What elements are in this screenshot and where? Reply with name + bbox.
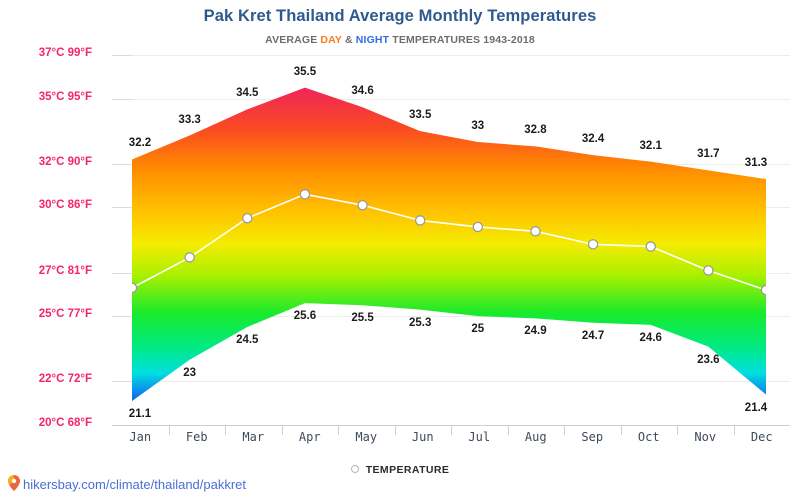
y-tick-label-1: 35°C 95°F [0, 91, 92, 103]
source-link-text: hikersbay.com/climate/thailand/pakkret [23, 477, 246, 492]
legend-item-label: TEMPERATURE [366, 464, 450, 476]
x-tick-label-mar: Mar [225, 430, 281, 444]
night-value-label-jun: 25.3 [409, 317, 431, 329]
x-tick-label-feb: Feb [169, 430, 225, 444]
night-value-label-mar: 24.5 [236, 334, 258, 346]
y-tick-label-2: 32°C 90°F [0, 156, 92, 168]
night-value-label-nov: 23.6 [697, 354, 719, 366]
night-value-label-sep: 24.7 [582, 330, 604, 342]
y-tick-label-7: 20°C 68°F [0, 417, 92, 429]
x-tick-label-jan: Jan [112, 430, 168, 444]
y-tick-mark [112, 207, 132, 208]
plot-area [132, 55, 766, 425]
chart-svg [132, 55, 766, 425]
data-point-marker[interactable] [416, 216, 425, 225]
day-value-label-may: 34.6 [351, 85, 373, 97]
x-tick-separator [395, 425, 396, 435]
day-value-label-jan: 32.2 [129, 137, 151, 149]
x-tick-label-sep: Sep [564, 430, 620, 444]
y-tick-label-0: 37°C 99°F [0, 47, 92, 59]
x-tick-label-aug: Aug [508, 430, 564, 444]
data-point-marker[interactable] [473, 222, 482, 231]
subtitle-night-accent: NIGHT [356, 34, 389, 46]
night-value-label-apr: 25.6 [294, 310, 316, 322]
y-tick-mark [112, 381, 132, 382]
x-tick-separator [169, 425, 170, 435]
data-point-marker[interactable] [646, 242, 655, 251]
night-value-label-feb: 23 [183, 367, 196, 379]
day-value-label-jul: 33 [471, 120, 484, 132]
y-tick-mark [112, 99, 132, 100]
data-point-marker[interactable] [588, 240, 597, 249]
x-tick-label-oct: Oct [621, 430, 677, 444]
day-value-label-jun: 33.5 [409, 109, 431, 121]
chart-subtitle: AVERAGE DAY & NIGHT TEMPERATURES 1943-20… [0, 34, 800, 46]
x-tick-label-dec: Dec [734, 430, 790, 444]
data-point-marker[interactable] [358, 201, 367, 210]
y-tick-label-4: 27°C 81°F [0, 265, 92, 277]
x-tick-separator [621, 425, 622, 435]
y-tick-mark [112, 164, 132, 165]
data-point-marker[interactable] [761, 285, 766, 294]
subtitle-prefix: AVERAGE [265, 34, 320, 46]
x-tick-label-may: May [338, 430, 394, 444]
subtitle-day-accent: DAY [320, 34, 341, 46]
x-tick-separator [338, 425, 339, 435]
x-tick-label-jun: Jun [395, 430, 451, 444]
y-tick-mark [112, 55, 132, 56]
day-value-label-mar: 34.5 [236, 87, 258, 99]
x-tick-separator [225, 425, 226, 435]
night-value-label-jan: 21.1 [129, 408, 151, 420]
data-point-marker[interactable] [531, 227, 540, 236]
night-value-label-aug: 24.9 [524, 325, 546, 337]
x-tick-label-apr: Apr [282, 430, 338, 444]
day-value-label-aug: 32.8 [524, 124, 546, 136]
x-tick-separator [677, 425, 678, 435]
night-value-label-jul: 25 [471, 323, 484, 335]
x-tick-label-nov: Nov [677, 430, 733, 444]
x-tick-separator [564, 425, 565, 435]
day-value-label-apr: 35.5 [294, 66, 316, 78]
day-value-label-dec: 31.3 [745, 157, 767, 169]
x-tick-separator [734, 425, 735, 435]
night-value-label-may: 25.5 [351, 312, 373, 324]
data-point-marker[interactable] [185, 253, 194, 262]
x-tick-label-jul: Jul [451, 430, 507, 444]
page-title: Pak Kret Thailand Average Monthly Temper… [0, 7, 800, 26]
map-pin-icon [8, 475, 20, 494]
night-value-label-oct: 24.6 [640, 332, 662, 344]
circle-marker-icon [351, 465, 359, 473]
y-tick-label-3: 30°C 86°F [0, 199, 92, 211]
day-value-label-sep: 32.4 [582, 133, 604, 145]
day-value-label-oct: 32.1 [640, 140, 662, 152]
y-tick-label-6: 22°C 72°F [0, 373, 92, 385]
subtitle-ampersand: & [342, 34, 356, 46]
data-point-marker[interactable] [300, 190, 309, 199]
x-tick-separator [282, 425, 283, 435]
x-tick-separator [451, 425, 452, 435]
x-tick-separator [508, 425, 509, 435]
y-tick-mark [112, 273, 132, 274]
day-value-label-feb: 33.3 [178, 114, 200, 126]
y-tick-mark [112, 316, 132, 317]
day-value-label-nov: 31.7 [697, 148, 719, 160]
data-point-marker[interactable] [704, 266, 713, 275]
source-watermark[interactable]: hikersbay.com/climate/thailand/pakkret [8, 475, 246, 494]
y-tick-label-5: 25°C 77°F [0, 308, 92, 320]
data-point-marker[interactable] [243, 214, 252, 223]
night-value-label-dec: 21.4 [745, 402, 767, 414]
subtitle-suffix: TEMPERATURES 1943-2018 [389, 34, 535, 46]
climate-chart-page: Pak Kret Thailand Average Monthly Temper… [0, 0, 800, 500]
data-point-marker[interactable] [132, 283, 137, 292]
temperature-band [132, 88, 766, 401]
